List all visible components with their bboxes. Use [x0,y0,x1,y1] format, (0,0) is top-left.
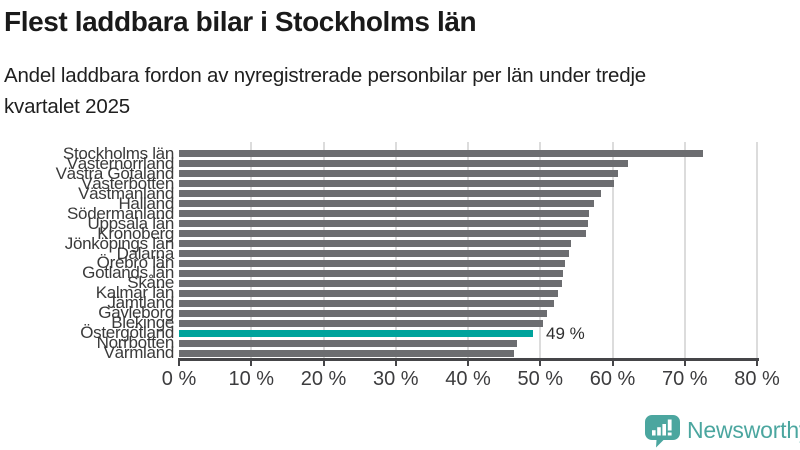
bar-orebro-lan [179,259,565,267]
bar-skane [179,279,562,287]
y-label-vasternorrland: Västernorrland [66,153,175,173]
y-label-skane: Skåne [127,273,174,293]
chart-subtitle: Andel laddbara fordon av nyregistrerade … [4,60,646,122]
bar-dalarna [179,250,570,257]
bar-vasternorrland [179,160,629,168]
y-label-dalarna: Dalarna [116,243,175,263]
x-tick-mark-70 [683,358,686,366]
x-tick-label-60: 60 % [589,368,636,390]
y-label-jonkopings-lan: Jönköpings län [64,233,175,253]
y-label-halland: Halland [118,193,174,213]
newsworthy-logo-icon [645,415,680,448]
y-label-jamtland: Jämtland [107,293,174,313]
y-label-blekinge: Blekinge [111,313,174,333]
x-tick-label-10: 10 % [228,368,275,390]
y-label-vastra-gotaland: Västra Götaland [55,163,175,183]
y-label-kronoberg: Kronoberg [97,223,174,243]
x-tick-label-50: 50 % [517,368,564,390]
x-tick-label-20: 20 % [300,368,347,390]
logo-bar-large [662,424,666,436]
x-tick-mark-0 [178,358,180,366]
x-tick-mark-10 [250,358,253,366]
bar-gotlands-lan [179,269,563,277]
y-label-gotlands-lan: Gotlands län [82,263,174,283]
bar-varmland [179,349,515,357]
x-tick-label-80: 80 % [734,368,780,390]
y-label-uppsala-lan: Uppsala län [87,213,175,233]
x-tick-label-70: 70 % [661,368,708,390]
logo-exclamation-dot [667,432,672,436]
y-label-ostergotland: Östergötland [80,323,174,343]
y-label-vasterbotten: Västerbotten [81,173,174,193]
logo-bar-medium [657,427,661,436]
bar-gavleborg [179,309,548,317]
chart-title: Flest laddbara bilar i Stockholms län [4,6,477,37]
bar-blekinge [179,319,544,327]
bar-kronoberg [179,230,586,238]
x-tick-mark-20 [322,358,325,366]
y-label-gavleborg: Gävleborg [98,303,174,323]
x-tick-mark-30 [394,358,397,366]
bar-stockholms-lan [179,150,703,158]
x-tick-mark-40 [467,358,469,366]
logo-bar-small [652,430,656,436]
x-tick-label-30: 30 % [372,368,419,390]
bar-halland [179,200,594,208]
y-label-norrbotten: Norrbotten [96,333,175,353]
bar-uppsala-lan [179,220,588,228]
gridline-70 [683,142,686,358]
bar-jonkopings-lan [179,240,572,248]
newsworthy-logo[interactable]: Newsworthy [645,415,800,448]
x-tick-mark-80 [756,358,758,366]
gridline-60 [611,142,614,358]
chart-subtitle-line1: Andel laddbara fordon av nyregistrerade … [4,64,647,87]
gridline-80 [756,142,758,358]
bar-norrbotten [179,339,518,347]
x-tick-label-40: 40 % [445,368,491,390]
y-label-sodermanland: Södermanland [67,203,174,223]
newsworthy-logo-text: Newsworthy [687,417,800,443]
bar-vastra-gotaland [179,170,618,178]
bar-vastmanland [179,190,601,198]
logo-exclamation-stem [667,419,672,431]
y-label-stockholms-lan: Stockholms län [62,143,174,163]
y-label-varmland: Värmland [103,343,175,363]
bar-sodermanland [179,210,589,218]
bar-jamtland [179,299,554,307]
x-tick-mark-60 [611,358,614,366]
x-tick-label-0: 0 % [161,368,197,390]
bar-vasterbotten [179,180,614,188]
y-label-vastmanland: Västmanland [78,183,174,203]
bar-ostergotland [179,329,534,337]
y-label-kalmar-lan: Kalmar län [95,283,175,303]
y-label-orebro-lan: Örebro län [96,253,175,273]
chart-subtitle-line2: kvartalet 2025 [4,95,130,118]
x-tick-mark-50 [539,358,542,366]
highlight-value-label: 49 % [546,323,585,343]
bar-kalmar-lan [179,289,558,297]
